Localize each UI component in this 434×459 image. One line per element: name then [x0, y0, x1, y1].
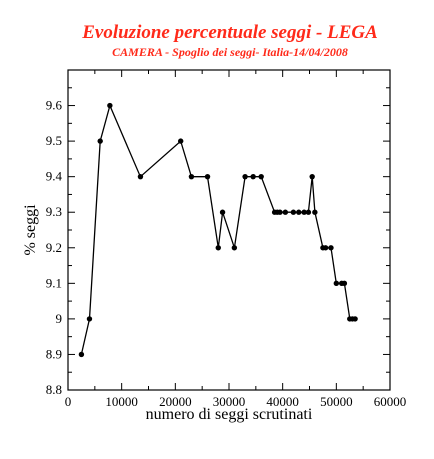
series-points: [78, 102, 358, 358]
x-tick-label: 10000: [105, 394, 138, 409]
y-tick-label: 9.2: [46, 240, 62, 255]
y-tick-label: 9.6: [46, 98, 63, 113]
data-point: [301, 209, 307, 215]
data-point: [178, 138, 184, 144]
series-line: [80, 103, 356, 355]
data-point: [188, 173, 195, 180]
data-point: [215, 245, 221, 251]
data-point: [290, 209, 297, 215]
data-point: [333, 280, 340, 287]
data-point: [86, 316, 93, 322]
y-tick-label: 9.3: [46, 204, 62, 219]
y-axis-label: % seggi: [22, 204, 39, 256]
data-point: [322, 245, 329, 251]
y-tick-label: 9: [56, 311, 63, 326]
x-axis-label: numero di seggi scrutinati: [146, 406, 313, 423]
data-point: [204, 173, 211, 180]
data-point: [137, 173, 144, 180]
data-point: [107, 102, 113, 109]
x-tick-label: 60000: [374, 394, 407, 409]
data-point: [219, 209, 226, 215]
data-point: [328, 245, 334, 251]
data-point: [341, 280, 348, 287]
x-tick-label: 50000: [320, 394, 353, 409]
data-point: [277, 209, 283, 215]
chart-title: Evoluzione percentuale seggi - LEGA: [81, 22, 378, 43]
data-point: [352, 316, 358, 322]
x-tick-label: 40000: [266, 394, 299, 409]
data-point: [78, 351, 85, 358]
x-tick-label: 30000: [213, 394, 246, 409]
data-point: [296, 209, 302, 215]
data-point: [309, 173, 315, 180]
y-tick-label: 8.8: [46, 382, 62, 397]
chart-subtitle: CAMERA - Spoglio dei seggi- Italia-14/04…: [112, 45, 348, 59]
y-tick-label: 9.5: [46, 133, 62, 148]
y-tick-label: 9.4: [46, 169, 63, 184]
x-tick-label: 0: [65, 394, 72, 409]
data-point: [231, 245, 238, 251]
data-point: [250, 173, 256, 180]
data-point: [312, 209, 318, 215]
x-axis: 0 10000 20000 30000 40000 50000 60000: [65, 70, 407, 409]
x-tick-label: 20000: [159, 394, 192, 409]
data-point: [305, 209, 312, 215]
data-point: [282, 209, 289, 215]
data-point: [97, 138, 103, 144]
y-axis: 8.8 8.9 9 9.1 9.2 9.3 9.4 9.5 9.6: [46, 87, 390, 397]
data-point: [242, 173, 248, 180]
y-tick-label: 8.9: [46, 346, 62, 361]
y-tick-label: 9.1: [46, 275, 62, 290]
data-point: [258, 173, 264, 180]
